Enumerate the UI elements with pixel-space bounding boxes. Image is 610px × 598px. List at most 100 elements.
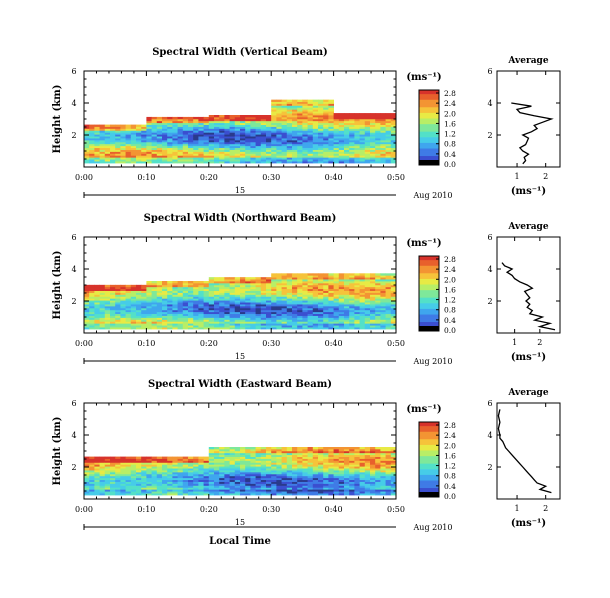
heatmap-cell bbox=[323, 466, 329, 469]
heatmap-cell bbox=[333, 141, 340, 145]
heatmap-cell bbox=[214, 309, 220, 313]
heatmap-cell bbox=[188, 305, 194, 309]
heatmap-cell bbox=[271, 325, 277, 328]
heatmap-cell bbox=[385, 309, 392, 313]
heatmap-cell bbox=[338, 296, 345, 299]
heatmap-cell bbox=[380, 321, 386, 324]
heatmap-cell bbox=[281, 286, 288, 290]
heatmap-cell bbox=[266, 300, 272, 303]
heatmap-cell bbox=[214, 132, 220, 135]
heatmap-cell bbox=[136, 493, 142, 496]
heatmap-cell bbox=[146, 282, 152, 286]
heatmap-cell bbox=[375, 149, 381, 152]
heatmap-cell bbox=[255, 281, 262, 284]
heatmap-cell bbox=[104, 292, 111, 295]
heatmap-cell bbox=[208, 305, 215, 309]
colorbar-step bbox=[419, 140, 439, 143]
heatmap-cell bbox=[297, 321, 303, 324]
heatmap-cell bbox=[188, 493, 194, 496]
heatmap-cell bbox=[307, 489, 314, 492]
heatmap-cell bbox=[297, 493, 303, 496]
heatmap-cell bbox=[110, 157, 116, 160]
heatmap-cell bbox=[99, 487, 106, 490]
heatmap-cell bbox=[297, 284, 303, 288]
heatmap-cell bbox=[89, 493, 95, 496]
heatmap-cell bbox=[312, 470, 319, 473]
heatmap-cell bbox=[338, 493, 345, 496]
heatmap-cell bbox=[125, 157, 132, 160]
heatmap-cell bbox=[167, 161, 173, 164]
heatmap-cell bbox=[162, 128, 168, 131]
heatmap-cell bbox=[151, 296, 158, 299]
heatmap-cell bbox=[333, 450, 340, 454]
heatmap-cell bbox=[271, 448, 277, 452]
heatmap-cell bbox=[208, 118, 215, 122]
heatmap-cell bbox=[198, 319, 204, 322]
heatmap-cell bbox=[146, 468, 152, 471]
heatmap-cell bbox=[328, 468, 334, 471]
heatmap-cell bbox=[136, 290, 142, 293]
heatmap-cell bbox=[224, 460, 230, 463]
heatmap-cell bbox=[224, 157, 230, 160]
colorbar-step bbox=[419, 467, 439, 470]
heatmap-cell bbox=[167, 315, 173, 318]
heatmap-cell bbox=[99, 130, 106, 133]
heatmap-cell bbox=[286, 107, 293, 110]
heatmap-cell bbox=[130, 475, 137, 479]
heatmap-cell bbox=[349, 294, 355, 297]
heatmap-cell bbox=[359, 454, 366, 457]
heatmap-cell bbox=[203, 304, 210, 307]
heatmap-cell bbox=[292, 157, 298, 160]
heatmap-cell bbox=[359, 147, 366, 150]
heatmap-cell bbox=[266, 464, 272, 467]
heatmap-cell bbox=[115, 319, 121, 322]
heatmap-cell bbox=[234, 153, 241, 156]
colorbar: 0.00.40.81.21.62.02.42.8(ms⁻¹) bbox=[406, 238, 456, 335]
heatmap-cell bbox=[260, 493, 267, 496]
heatmap-cell bbox=[328, 473, 334, 477]
heatmap-cell bbox=[234, 126, 241, 129]
heatmap-cell bbox=[318, 452, 324, 456]
heatmap-cell bbox=[188, 136, 194, 139]
heatmap-cell bbox=[333, 327, 340, 330]
heatmap-cell bbox=[302, 321, 308, 324]
heatmap-cell bbox=[146, 327, 152, 330]
heatmap-cell bbox=[151, 132, 158, 135]
heatmap-cell bbox=[172, 118, 178, 122]
heatmap-cell bbox=[266, 323, 272, 326]
heatmap-cell bbox=[130, 143, 137, 147]
heatmap-cell bbox=[115, 147, 121, 150]
heatmap-cell bbox=[364, 143, 371, 147]
heatmap-cell bbox=[167, 319, 173, 322]
heatmap-cell bbox=[380, 491, 386, 494]
heatmap-cell bbox=[276, 302, 282, 305]
heatmap-cell bbox=[110, 321, 116, 324]
heatmap-cell bbox=[182, 286, 189, 290]
heatmap-cell bbox=[354, 466, 360, 469]
heatmap-cell bbox=[302, 485, 308, 488]
heatmap-cell bbox=[156, 138, 163, 141]
heatmap-cell bbox=[229, 151, 236, 154]
heatmap-cell bbox=[141, 134, 147, 137]
heatmap-cell bbox=[333, 462, 340, 465]
heatmap-cell bbox=[84, 136, 90, 139]
heatmap-cell bbox=[370, 138, 376, 141]
heatmap-cell bbox=[302, 300, 308, 303]
heatmap-cell bbox=[224, 277, 230, 280]
heatmap-cell bbox=[255, 302, 262, 305]
heatmap-cell bbox=[302, 313, 308, 316]
heatmap-cell bbox=[110, 456, 116, 459]
heatmap-cell bbox=[94, 139, 100, 143]
heatmap-cell bbox=[229, 462, 236, 465]
heatmap-cell bbox=[385, 118, 392, 122]
heatmap-cell bbox=[260, 281, 267, 284]
heatmap-cell bbox=[250, 458, 256, 461]
heatmap-cell bbox=[115, 458, 121, 461]
heatmap-cell bbox=[193, 157, 199, 160]
heatmap-cell bbox=[115, 466, 121, 469]
heatmap-cell bbox=[115, 294, 121, 297]
heatmap-cell bbox=[260, 321, 267, 324]
heatmap-cell bbox=[99, 298, 106, 301]
heatmap-cell bbox=[136, 300, 142, 303]
heatmap-cell bbox=[104, 317, 111, 320]
